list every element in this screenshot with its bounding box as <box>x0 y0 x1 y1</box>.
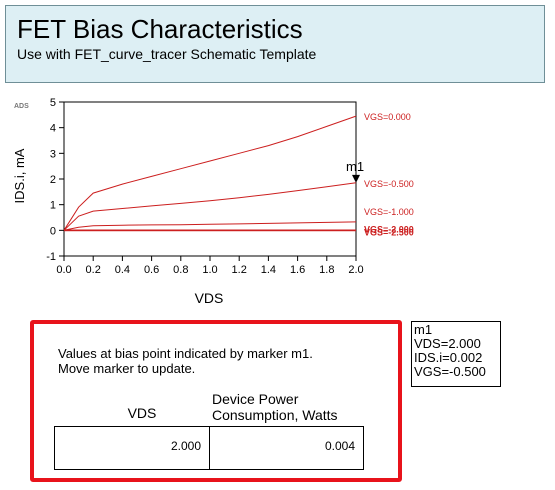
series-line <box>63 115 357 231</box>
x-axis-label: VDS <box>195 290 224 306</box>
chart-series-group <box>63 115 360 232</box>
marker-m1-label: m1 <box>346 159 364 174</box>
y-tick-label: 3 <box>50 148 56 160</box>
x-tick-label: 1.2 <box>232 264 247 276</box>
plot-frame <box>63 101 357 257</box>
bias-value-table: 2.000 0.004 <box>54 426 364 470</box>
power-column-header-line2: Consumption, Watts <box>212 407 338 423</box>
marker-m1-icon <box>352 174 360 183</box>
x-tick-label: 1.4 <box>261 264 276 276</box>
x-tick-label: 1.6 <box>290 264 305 276</box>
page-subtitle: Use with FET_curve_tracer Schematic Temp… <box>17 46 317 62</box>
x-tick-label: 0.8 <box>173 264 188 276</box>
vds-column-header: VDS <box>127 405 157 421</box>
y-tick-label: 1 <box>50 200 56 212</box>
x-tick-label: 0.2 <box>86 264 101 276</box>
x-tick-label: 1.8 <box>319 264 334 276</box>
series-label: VGS=-2.500 <box>364 227 414 237</box>
y-tick-label: -1 <box>46 251 56 263</box>
title-panel: FET Bias Characteristics Use with FET_cu… <box>5 5 545 83</box>
x-tick-label: 0.4 <box>115 264 130 276</box>
x-tick-label: 1.0 <box>202 264 217 276</box>
marker-readout-vds: VDS=2.000 <box>414 336 481 351</box>
series-line <box>63 221 357 231</box>
y-tick-label: 4 <box>50 123 56 135</box>
series-line <box>63 182 357 231</box>
x-tick-label: 0.6 <box>144 264 159 276</box>
marker-readout-vgs: VGS=-0.500 <box>414 364 486 379</box>
ads-tag: ADS <box>14 103 29 110</box>
bias-point-note-line2: Move marker to update. <box>58 361 196 376</box>
bias-point-panel: Values at bias point indicated by marker… <box>30 320 402 482</box>
series-label: VGS=-0.500 <box>364 179 414 189</box>
y-tick-label: 5 <box>50 97 56 109</box>
iv-curve-chart[interactable]: -1 0 1 2 3 4 5 0.0 0.2 0.4 0.6 0.8 1.0 1.2 1.4 1.6 1.8 2.… <box>0 90 555 310</box>
chart-labels: -1 0 1 2 3 4 5 0.0 0.2 0.4 0.6 0.8 1.0 1.2 1.4 1.6 1.8 2.… <box>46 97 414 276</box>
bias-point-note-line1: Values at bias point indicated by marker… <box>58 346 313 361</box>
series-label: VGS=-1.000 <box>364 207 414 217</box>
y-tick-label: 0 <box>50 225 56 237</box>
page-title: FET Bias Characteristics <box>17 14 303 44</box>
power-column-header-line1: Device Power <box>212 391 299 407</box>
y-axis-label: IDS.i, mA <box>12 148 27 203</box>
marker-readout-name: m1 <box>414 322 433 337</box>
power-column-header: Device Power Consumption, Watts <box>212 391 372 423</box>
x-tick-label: 2.0 <box>348 264 363 276</box>
chart-axes <box>59 101 357 261</box>
y-tick-label: 2 <box>50 174 56 186</box>
vds-value-cell: 2.000 <box>55 427 210 469</box>
power-value-cell: 0.004 <box>324 439 355 453</box>
marker-readout-ids: IDS.i=0.002 <box>414 350 483 365</box>
series-label: VGS=0.000 <box>364 112 411 122</box>
series-label: VGS=-2.000 <box>364 224 414 234</box>
x-tick-label: 0.0 <box>56 264 71 276</box>
marker-readout[interactable]: m1 VDS=2.000 IDS.i=0.002 VGS=-0.500 <box>411 321 501 387</box>
bias-point-note: Values at bias point indicated by marker… <box>58 346 313 376</box>
